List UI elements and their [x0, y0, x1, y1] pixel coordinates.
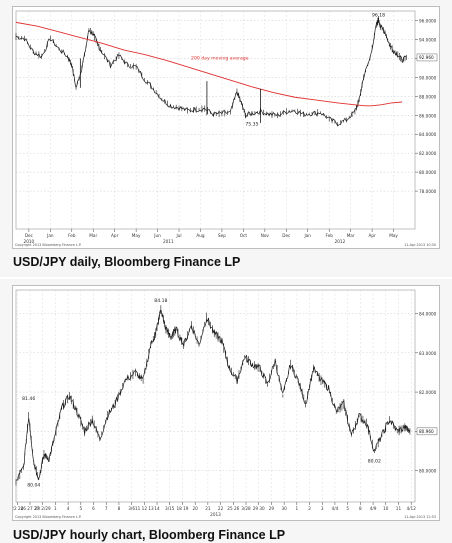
x-tick-label: 2 — [308, 506, 311, 511]
x-tick-label: 14 — [154, 506, 160, 511]
last-value-label: 92.960 — [419, 55, 434, 60]
x-tick-label: 18 19 — [176, 506, 188, 511]
x-tick-label: 1 — [295, 506, 298, 511]
x-tick-label: Apr — [368, 233, 376, 238]
x-tick-label: 3/28 — [241, 506, 251, 511]
x-tick-label: 11 — [396, 506, 402, 511]
chart-footer-right: 11-Apr-2013 10:30 — [404, 243, 436, 247]
x-tick-label: 3/6 — [128, 506, 135, 511]
x-tick-label: 6 — [92, 506, 95, 511]
x-year-label: 2010 — [24, 239, 35, 244]
x-tick-label: Oct — [240, 233, 248, 238]
x-tick-label: 22 24 — [13, 506, 24, 511]
annotation-label: 84.18 — [154, 298, 167, 304]
x-tick-label: 26 27 27 — [21, 506, 40, 511]
x-tick-label: Feb — [68, 233, 76, 238]
price-bars — [15, 305, 411, 486]
annotation-label: 75.35 — [245, 122, 258, 128]
chart-footer-right: 11-Apr-2013 12:53 — [404, 515, 436, 519]
chart-footer-left: Copyright 2013 Bloomberg Finance L.P. — [15, 243, 81, 247]
x-tick-label: 4 — [67, 506, 70, 511]
price-series-line — [15, 17, 407, 127]
x-tick-label: 4/4 — [332, 506, 339, 511]
y-tick-label: 96.0000 — [419, 18, 437, 23]
x-tick-label: 8 — [359, 506, 362, 511]
x-tick-label: Jun — [153, 233, 161, 238]
hourly-chart-caption: USD/JPY hourly chart, Bloomberg Finance … — [13, 528, 286, 542]
plot-area — [15, 289, 416, 503]
x-tick-label: 29 — [269, 506, 275, 511]
y-tick-label: 84.0000 — [419, 312, 437, 317]
last-value-box — [416, 53, 438, 62]
daily-chart-caption: USD/JPY daily, Bloomberg Finance LP — [13, 255, 241, 269]
x-tick-label: 10 — [383, 506, 389, 511]
y-tick-label: 84.0000 — [419, 132, 437, 137]
y-tick-label: 90.0000 — [419, 75, 437, 80]
x-tick-label: 22 — [218, 506, 224, 511]
x-tick-label: Feb — [325, 233, 333, 238]
x-year-label: 2013 — [210, 512, 221, 517]
y-tick-label: 82.0000 — [419, 151, 437, 156]
x-tick-label: Sep — [218, 233, 226, 238]
x-tick-label: 4/12 — [406, 506, 416, 511]
x-tick-label: Aug — [196, 233, 205, 238]
x-tick-label: Mar — [347, 233, 355, 238]
x-tick-label: 3 — [321, 506, 324, 511]
annotation-label: 80.04 — [27, 482, 40, 488]
x-tick-label: Nov — [261, 233, 270, 238]
y-tick-label: 80.0000 — [419, 170, 437, 175]
annotation-label: 81.46 — [22, 396, 35, 402]
y-tick-label: 94.0000 — [419, 37, 437, 42]
daily-chart: 96.000094.000092.000090.000088.000086.00… — [15, 10, 438, 247]
x-tick-label: Jan — [46, 233, 54, 238]
x-tick-label: 7 — [105, 506, 108, 511]
y-tick-label: 78.0000 — [419, 189, 437, 194]
x-tick-label: 25 26 — [227, 506, 239, 511]
daily-chart-frame: 96.000094.000092.000090.000088.000086.00… — [12, 6, 440, 249]
x-tick-label: Dec — [25, 233, 34, 238]
x-tick-label: May — [389, 233, 398, 238]
x-tick-label: 1 — [54, 506, 57, 511]
x-tick-label: 11 12 13 — [135, 506, 154, 511]
x-tick-label: 5 — [346, 506, 349, 511]
y-tick-label: 86.0000 — [419, 113, 437, 118]
chart-footer-left: Copyright 2013 Bloomberg Finance L.P. — [15, 515, 81, 519]
x-tick-label: Jan — [304, 233, 312, 238]
y-tick-label: 80.0000 — [419, 469, 437, 474]
y-tick-label: 88.0000 — [419, 94, 437, 99]
x-tick-label: Mar — [89, 233, 97, 238]
x-year-label: 2011 — [163, 239, 174, 244]
price-bars — [15, 16, 407, 126]
x-tick-label: May — [132, 233, 141, 238]
x-tick-label: 3/15 — [165, 506, 175, 511]
y-tick-label: 82.0000 — [419, 390, 437, 395]
annotation-label: 80.02 — [368, 459, 381, 465]
annotation-label: 200 day moving average — [191, 55, 249, 61]
x-tick-label: 5 — [79, 506, 82, 511]
x-tick-label: 21 — [205, 506, 211, 511]
x-tick-label: Dec — [282, 233, 291, 238]
x-year-label: 2012 — [335, 239, 346, 244]
plot-area — [15, 10, 416, 230]
x-tick-label: 28 2/29 — [35, 506, 51, 511]
y-tick-label: 83.0000 — [419, 351, 437, 356]
x-tick-label: 30 — [281, 506, 287, 511]
daily-chart-panel: 96.000094.000092.000090.000088.000086.00… — [12, 6, 440, 269]
x-tick-label: 20 — [192, 506, 198, 511]
x-tick-label: Jul — [176, 233, 182, 238]
x-tick-label: 4/9 — [370, 506, 377, 511]
annotation-label: 96.18 — [372, 13, 385, 19]
moving-average-line — [15, 21, 403, 107]
x-tick-label: Apr — [111, 233, 119, 238]
last-value-label: 80.960 — [419, 429, 434, 434]
x-tick-label: 8 — [118, 506, 121, 511]
last-value-box — [416, 427, 438, 436]
x-tick-label: 29 30 — [253, 506, 265, 511]
